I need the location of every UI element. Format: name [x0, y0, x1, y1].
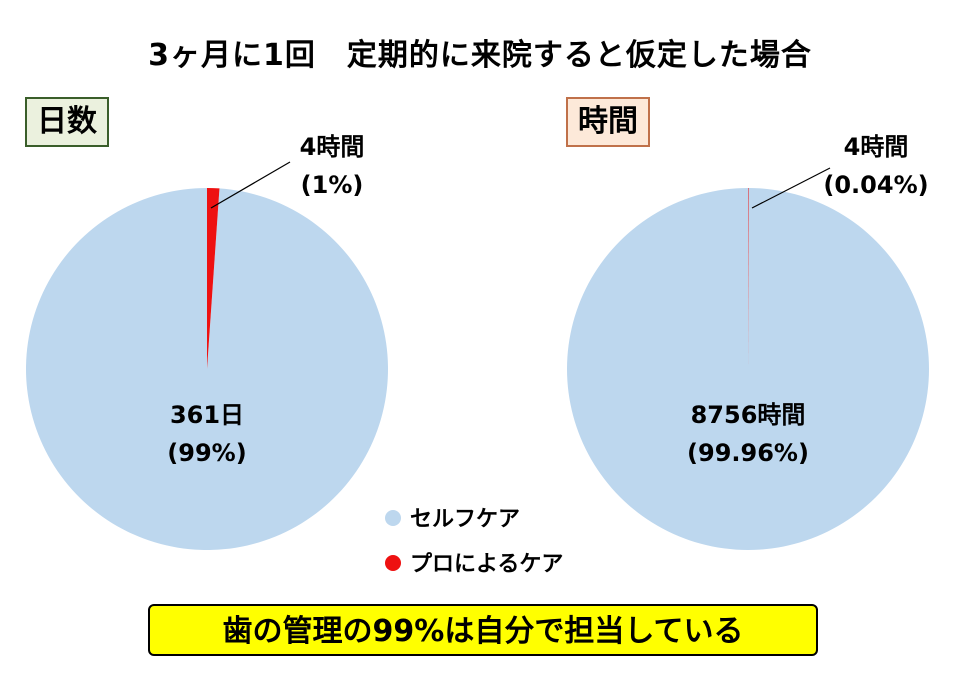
days-pie: 4時間 (1%) 361日 (99%) [26, 133, 389, 550]
days-chart-label: 日数 [25, 97, 109, 147]
hours-chart-label: 時間 [566, 97, 650, 147]
hours-pie: 4時間 (0.04%) 8756時間 (99.96%) [567, 133, 930, 551]
summary-banner: 歯の管理の99%は自分で担当している [148, 604, 818, 656]
hours-pro-percent-label: (0.04%) [823, 171, 928, 199]
legend-marker-pro-care [385, 555, 401, 571]
legend-label-self-care: セルフケア [410, 507, 520, 532]
chart-title: 3ヶ月に1回 定期的に来院すると仮定した場合 [148, 38, 812, 73]
legend-label-pro-care: プロによるケア [410, 552, 563, 577]
days-slice-self-care [26, 188, 389, 550]
days-slice-pro-care [207, 188, 220, 369]
days-self-percent-label: (99%) [167, 439, 246, 467]
hours-slice-self-care [567, 188, 930, 551]
hours-pro-value-label: 4時間 [844, 133, 909, 161]
days-self-value-label: 361日 [170, 401, 244, 429]
legend-marker-self-care [385, 510, 401, 526]
hours-self-value-label: 8756時間 [691, 401, 806, 429]
days-pro-percent-label: (1%) [301, 171, 364, 199]
days-pro-leader-line [210, 161, 291, 209]
days-pro-value-label: 4時間 [300, 133, 365, 161]
hours-pro-leader-line [751, 167, 831, 209]
hours-slice-pro-care [748, 188, 749, 369]
hours-self-percent-label: (99.96%) [687, 439, 809, 467]
legend: セルフケア プロによるケア [385, 507, 563, 577]
